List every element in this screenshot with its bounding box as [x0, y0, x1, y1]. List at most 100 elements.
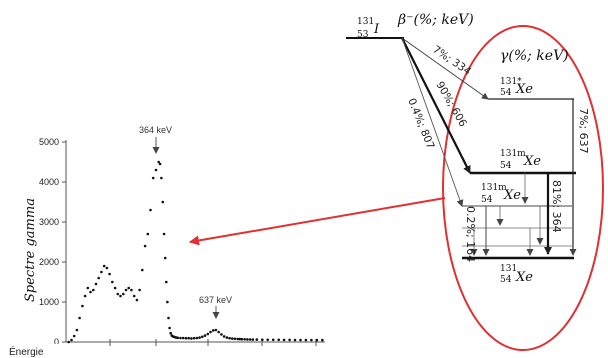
spectrum-point: [277, 338, 281, 342]
spectrum-point: [233, 337, 237, 341]
spectrum-point: [220, 333, 223, 336]
y-tick-label: 5000: [39, 137, 59, 147]
spectrum-point: [146, 232, 150, 236]
spectrum-point: [228, 336, 231, 340]
beta-header: β⁻(%; keV): [397, 12, 474, 28]
spectrum-point: [222, 335, 226, 338]
spectrum-point: [255, 338, 259, 341]
gamma-header: γ(%; keV): [500, 48, 569, 64]
spectrum-point: [166, 300, 169, 304]
spectrum-point: [108, 272, 111, 276]
spectrum-point: [67, 340, 70, 344]
spectrum-point: [217, 330, 220, 334]
spectrum-point: [113, 286, 117, 290]
spectrum-point: [141, 268, 144, 272]
spectrum-point: [195, 336, 199, 340]
parent-mass: 131: [357, 17, 374, 27]
y-tick-label: 1000: [39, 297, 59, 307]
spectrum-point: [83, 294, 87, 298]
spectrum-point: [163, 256, 167, 260]
spectrum-point: [198, 336, 201, 339]
spectrum-point: [168, 326, 171, 330]
level-0-symbol: Xe: [515, 82, 533, 97]
spectrum-point: [94, 282, 98, 286]
spectrum-point: [209, 330, 212, 334]
spectrum-point: [310, 338, 313, 342]
spectrum-point: [192, 336, 196, 340]
level-3-z: 54: [500, 275, 512, 285]
beta-branch-807: [401, 37, 464, 207]
spectrum-point: [240, 337, 244, 341]
spectrum-point: [135, 298, 139, 302]
level-2-mass: 131m: [481, 183, 507, 193]
spectrum-point: [181, 336, 185, 340]
y-tick-label: 3000: [39, 217, 59, 227]
level-3-mass: 131: [500, 264, 517, 274]
spectrum-point: [201, 335, 204, 339]
spectrum-point: [111, 280, 114, 284]
spectrum-point: [132, 294, 136, 298]
spectrum-point: [92, 288, 95, 292]
level-1-mass: 131m: [500, 149, 526, 159]
spectrum-point: [124, 288, 128, 292]
spectrum-point: [154, 168, 158, 172]
gamma-label-364: 81%; 364: [550, 180, 563, 233]
spectrum-point: [105, 266, 109, 270]
spectrum-point: [304, 338, 308, 342]
spectrum-point: [165, 280, 168, 284]
spectrum-point: [143, 244, 147, 248]
spectrum-point: [81, 304, 84, 308]
gamma-spectrum-chart: 0 1000 2000 3000 4000 5000 Spectre gamma 364 …: [4, 125, 325, 358]
spectrum-point: [78, 316, 81, 320]
peak-label-637: 637 keV: [199, 295, 232, 305]
spectrum-point: [271, 338, 275, 342]
level-3-symbol: Xe: [515, 270, 533, 285]
spectrum-point: [293, 338, 297, 342]
spectrum-point: [299, 338, 302, 342]
spectrum-point: [236, 337, 240, 341]
spectrum-point: [160, 176, 163, 180]
beta-label-807: 0.4%; 807: [405, 97, 436, 151]
gamma-region-ellipse: [442, 25, 604, 351]
level-1-symbol: Xe: [523, 154, 541, 169]
red-pointer-arrow: [189, 197, 446, 246]
spectrum-point: [315, 338, 319, 342]
decay-scheme: 131 53 I β⁻(%; keV) γ(%; keV) 131* 54 Xe…: [346, 12, 604, 351]
spectrum-point: [102, 264, 106, 268]
spectrum-point: [321, 338, 324, 342]
spectrum-point: [282, 338, 286, 342]
spectrum-point: [72, 334, 76, 338]
y-axis-label: Spectre gamma: [23, 198, 38, 302]
spectrum-point: [261, 338, 264, 342]
spectrum-point: [266, 338, 270, 342]
spectrum-point: [203, 334, 207, 337]
parent-z: 53: [357, 30, 369, 40]
spectrum-point: [190, 337, 193, 340]
spectrum-point: [75, 328, 79, 332]
spectrum-point: [70, 338, 73, 342]
spectrum-point: [246, 338, 249, 341]
beta-branch-334: [401, 37, 489, 100]
spectrum-point: [167, 316, 170, 320]
spectrum-point: [187, 336, 190, 340]
beta-label-606: 90%; 606: [433, 80, 469, 130]
peak-label-364: 364 keV: [139, 125, 172, 135]
spectrum-point: [184, 336, 188, 340]
spectrum-point: [231, 337, 234, 340]
gamma-label-637: 7%; 637: [577, 108, 590, 154]
level-label-xe-ground: 131 54 Xe: [500, 264, 533, 285]
parent-nucleus-label: 131 53 I: [357, 17, 380, 40]
spectrum-point: [97, 276, 100, 280]
spectrum-point: [86, 286, 90, 290]
spectrum-point: [176, 336, 180, 340]
spectrum-point: [238, 337, 241, 341]
y-tick-label: 4000: [39, 177, 59, 187]
spectrum-point: [149, 208, 152, 212]
level-label-xe-star: 131* 54 Xe: [500, 77, 533, 98]
parent-symbol: I: [373, 22, 380, 37]
spectrum-point: [248, 338, 252, 341]
spectrum-point: [161, 200, 165, 204]
spectrum-point: [151, 176, 155, 180]
gamma-label-164: 0.2%; 164: [464, 206, 477, 262]
level-1-z: 54: [500, 161, 512, 171]
